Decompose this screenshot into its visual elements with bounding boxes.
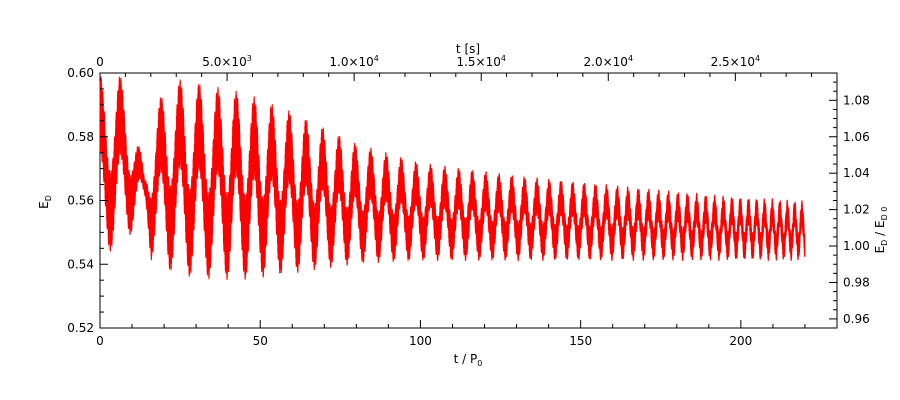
x-tick-label-top: 2.0×104 [584, 54, 634, 69]
y-tick-label-left: 0.54 [67, 257, 94, 271]
x-axis-label-top: t [s] [456, 42, 480, 56]
y-tick-label-left: 0.60 [67, 66, 94, 80]
y-tick-label-right: 1.02 [843, 203, 870, 217]
y-tick-label-right: 0.98 [843, 275, 870, 289]
y-tick-label-right: 1.06 [843, 130, 870, 144]
x-tick-label-top: 0 [96, 55, 104, 69]
y-tick-label-left: 0.58 [67, 130, 94, 144]
x-tick-label-top: 1.0×104 [329, 54, 379, 69]
x-tick-label-bottom: 0 [96, 334, 104, 348]
ticks-layer: 0 50 100 150 200 0 5.0×103 1.0×104 1.5×104 2.0×10… [67, 54, 869, 348]
x-tick-label-bottom: 50 [253, 334, 268, 348]
series-line-0 [99, 76, 806, 281]
y-tick-label-left: 0.56 [67, 194, 94, 208]
series-layer [99, 76, 806, 281]
y-axis-label-left: ED [37, 195, 53, 209]
x-tick-label-bottom: 150 [569, 334, 592, 348]
x-tick-label-top: 2.5×104 [711, 54, 761, 69]
x-tick-label-top: 1.5×104 [456, 54, 506, 69]
y-axis-label-right: ED / ED 0 [873, 207, 889, 254]
x-tick-label-top: 5.0×103 [202, 54, 252, 69]
x-axis-label-bottom: t / P0 [454, 352, 483, 368]
y-tick-label-right: 1.00 [843, 239, 870, 253]
x-tick-label-bottom: 200 [729, 334, 752, 348]
y-tick-label-left: 0.52 [67, 321, 94, 335]
x-tick-label-bottom: 100 [409, 334, 432, 348]
y-tick-label-right: 1.08 [843, 93, 870, 107]
y-tick-label-right: 1.04 [843, 166, 870, 180]
y-tick-label-right: 0.96 [843, 312, 870, 326]
